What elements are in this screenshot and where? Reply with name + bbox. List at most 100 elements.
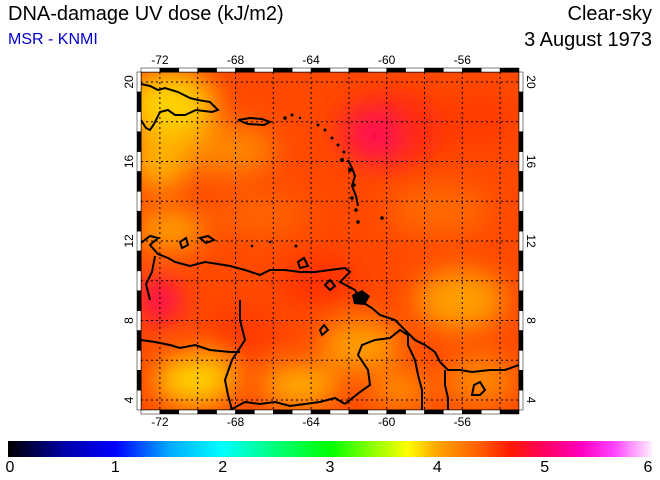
frame-tick-segment — [424, 409, 444, 415]
longitude-label-top: -64 — [302, 53, 320, 67]
dose-field — [141, 72, 519, 410]
frame-tick-segment — [518, 131, 524, 152]
frame-tick-segment — [136, 330, 142, 351]
frame-tick-segment — [310, 67, 331, 73]
frame-tick-segment — [518, 389, 524, 411]
frame-tick-segment — [216, 409, 236, 415]
frame-tick-segment — [348, 409, 369, 415]
longitude-label-bottom: -68 — [227, 415, 245, 429]
frame-tick-segment — [405, 67, 425, 73]
latitude-label-right: 20 — [524, 75, 538, 89]
frame-tick-segment — [518, 330, 524, 351]
sky-condition-label: Clear-sky — [567, 3, 652, 25]
frame-tick-segment — [136, 270, 142, 291]
frame-tick-segment — [159, 409, 180, 415]
frame-tick-segment — [329, 67, 350, 73]
longitude-label-top: -68 — [227, 53, 245, 67]
frame-tick-segment — [518, 350, 524, 371]
longitude-label-bottom: -60 — [378, 415, 396, 429]
frame-tick-segment — [136, 210, 142, 232]
frame-ticks — [136, 67, 524, 415]
latitude-label-right: 4 — [524, 397, 538, 404]
frame-tick-segment — [424, 67, 444, 73]
colorbar-tick-label: 6 — [643, 459, 653, 476]
frame-tick-segment — [136, 310, 142, 331]
longitude-label-top: -60 — [378, 53, 396, 67]
frame-tick-segment — [518, 369, 524, 391]
frame-tick-segment — [136, 350, 142, 371]
frame-tick-segment — [462, 67, 482, 73]
frame-tick-segment — [235, 67, 255, 73]
frame-tick-segment — [136, 389, 142, 411]
colorbar-tick-label: 1 — [110, 459, 120, 476]
frame-tick-segment — [518, 290, 524, 311]
frame-tick-segment — [518, 310, 524, 331]
colorbar-tick-label: 2 — [218, 459, 228, 476]
frame-tick-segment — [136, 91, 142, 113]
frame-tick-segment — [235, 409, 255, 415]
colorbar — [8, 441, 652, 457]
latitude-label-right: 8 — [524, 317, 538, 324]
longitude-label-bottom: -56 — [454, 415, 472, 429]
frame-tick-segment — [386, 409, 406, 415]
frame-tick-segment — [178, 67, 198, 73]
colorbar-tick-label: 5 — [540, 459, 550, 476]
frame-tick-segment — [518, 91, 524, 113]
frame-tick-segment — [136, 191, 142, 212]
source-label: MSR - KNMI — [8, 31, 98, 48]
frame-tick-segment — [499, 409, 520, 415]
latitude-label-right: 12 — [524, 234, 538, 248]
frame-tick-segment — [310, 409, 331, 415]
frame-tick-segment — [518, 191, 524, 212]
frame-tick-segment — [197, 67, 217, 73]
map-title: DNA-damage UV dose (kJ/m2) — [8, 3, 284, 25]
frame-tick-segment — [480, 67, 501, 73]
frame-tick-segment — [518, 71, 524, 93]
frame-tick-segment — [136, 290, 142, 311]
frame-tick-segment — [443, 67, 463, 73]
longitude-label-top: -56 — [454, 53, 472, 67]
latitude-label-left: 4 — [122, 396, 136, 403]
frame-tick-segment — [499, 67, 520, 73]
frame-tick-segment — [518, 270, 524, 291]
latitude-label-left: 20 — [122, 75, 136, 89]
axis-labels: -72 -72 -68 -68 -64 -64 -60 -60 -56 -56 4 4 8 8 12 12 16… — [122, 53, 538, 429]
longitude-label-top: -72 — [151, 53, 169, 67]
latitude-label-left: 16 — [122, 154, 136, 168]
frame-tick-segment — [518, 151, 524, 172]
frame-tick-segment — [273, 409, 293, 415]
frame-tick-segment — [159, 67, 180, 73]
frame-tick-segment — [136, 369, 142, 391]
coastlines — [141, 83, 519, 410]
colorbar-tick-label: 4 — [432, 459, 442, 476]
frame-tick-segment — [136, 250, 142, 272]
frame-tick-segment — [443, 409, 463, 415]
frame-tick-segment — [178, 409, 198, 415]
frame-tick-segment — [197, 409, 217, 415]
frame-tick-segment — [136, 131, 142, 152]
frame-tick-segment — [480, 409, 501, 415]
frame-tick-segment — [329, 409, 350, 415]
frame-tick-segment — [518, 230, 524, 252]
colorbar-tick-label: 3 — [325, 459, 335, 476]
uv-dose-map: -72 -72 -68 -68 -64 -64 -60 -60 -56 -56 4 4 8 8 12 12 16… — [122, 53, 538, 429]
date-label: 3 August 1973 — [524, 29, 652, 51]
frame-tick-segment — [140, 67, 161, 73]
frame-tick-segment — [367, 409, 387, 415]
frame-tick-segment — [348, 67, 369, 73]
frame-tick-segment — [291, 409, 312, 415]
frame-tick-segment — [140, 409, 161, 415]
frame-tick-segment — [136, 111, 142, 132]
frame-tick-segment — [136, 151, 142, 172]
islands — [250, 113, 384, 305]
frame-tick-segment — [136, 230, 142, 252]
frame-tick-segment — [254, 409, 274, 415]
frame-tick-segment — [136, 171, 142, 192]
frame-tick-segment — [291, 67, 312, 73]
frame-tick-segment — [518, 111, 524, 132]
colorbar-tick-label: 0 — [5, 459, 15, 476]
frame-tick-segment — [273, 67, 293, 73]
latitude-label-left: 12 — [122, 234, 136, 248]
longitude-label-bottom: -64 — [302, 415, 320, 429]
frame-tick-segment — [518, 210, 524, 232]
